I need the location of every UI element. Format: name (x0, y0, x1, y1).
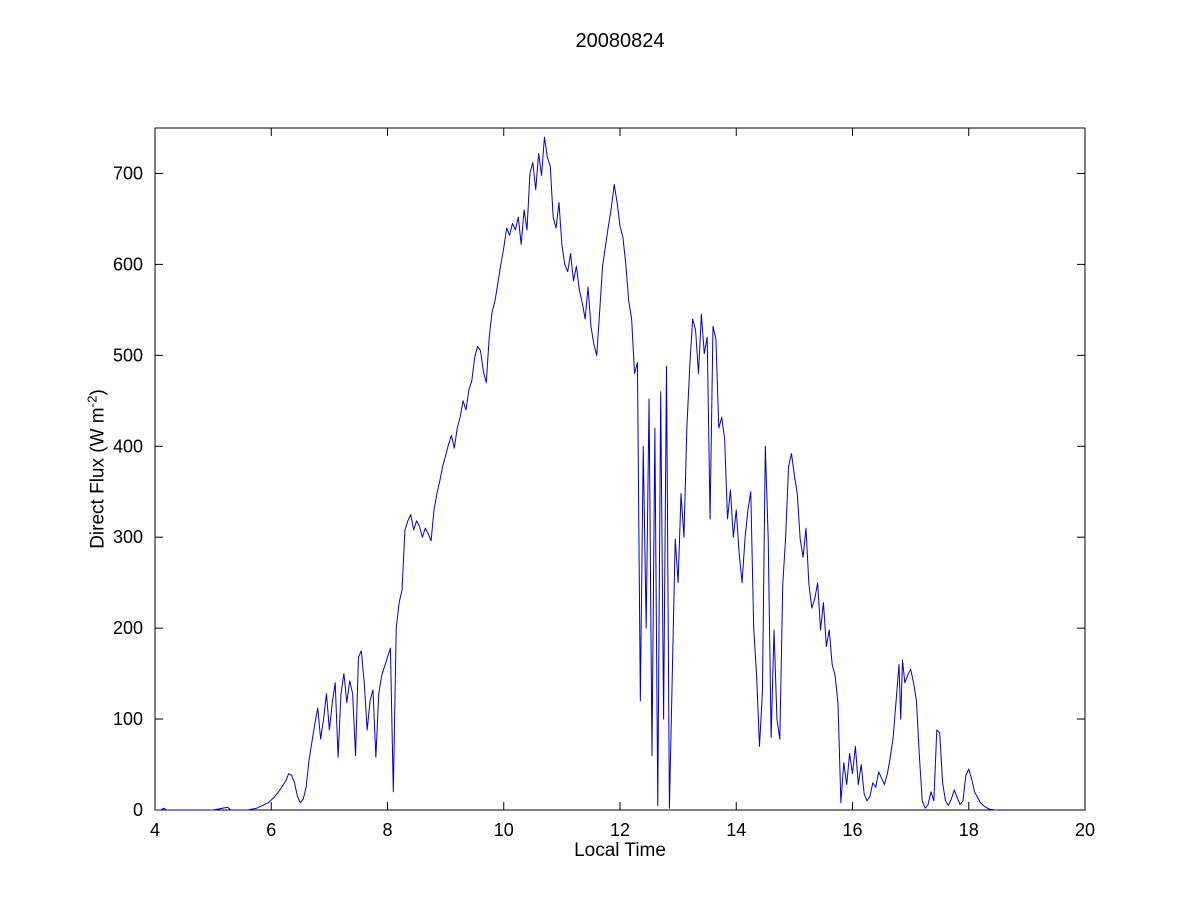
y-axis-label-suffix: ) (87, 389, 109, 396)
y-tick-label: 600 (113, 254, 143, 274)
x-tick-label: 8 (382, 820, 392, 840)
y-tick-label: 0 (133, 800, 143, 820)
y-axis-label: Direct Flux (W m-2) (84, 389, 109, 549)
y-tick-label: 400 (113, 436, 143, 456)
x-axis-label: Local Time (574, 840, 666, 861)
x-tick-label: 14 (726, 820, 746, 840)
y-tick-label: 700 (113, 163, 143, 183)
y-axis-label-superscript: -2 (84, 395, 100, 408)
data-line-direct-flux (154, 136, 999, 811)
x-tick-label: 20 (1075, 820, 1095, 840)
y-tick-label: 200 (113, 618, 143, 638)
x-tick-label: 16 (842, 820, 862, 840)
y-tick-label: 500 (113, 345, 143, 365)
x-tick-label: 12 (610, 820, 630, 840)
x-tick-label: 4 (150, 820, 160, 840)
chart-title: 20080824 (575, 30, 665, 52)
axes-box (154, 127, 1086, 811)
y-tick-label: 300 (113, 527, 143, 547)
x-tick-label: 10 (494, 820, 514, 840)
x-tick-label: 6 (266, 820, 276, 840)
y-axis-label-prefix: Direct Flux (W m (87, 407, 109, 549)
x-tick-label: 18 (959, 820, 979, 840)
y-tick-label: 100 (113, 709, 143, 729)
